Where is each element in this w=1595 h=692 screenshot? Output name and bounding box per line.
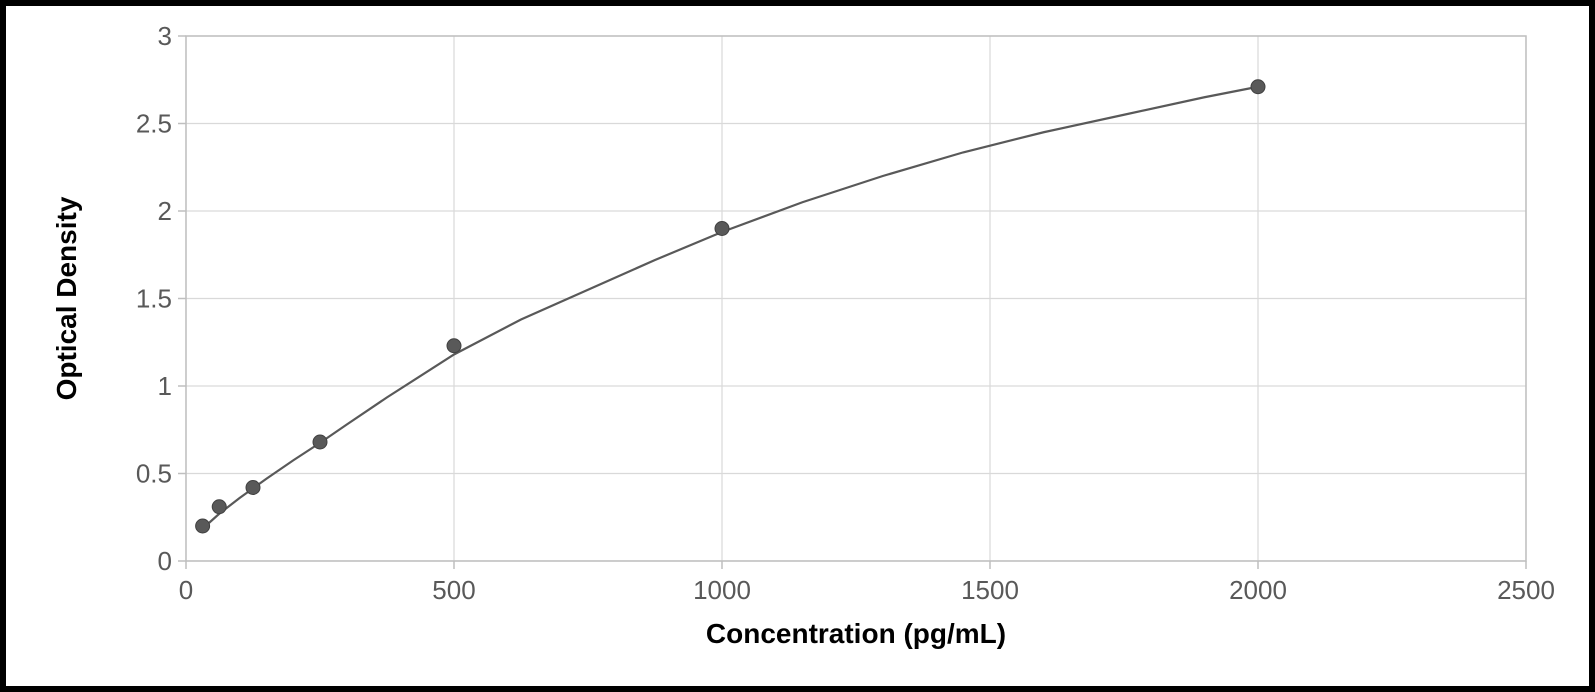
data-point xyxy=(196,519,210,533)
data-point xyxy=(246,481,260,495)
ytick-label: 2.5 xyxy=(136,109,172,139)
data-point xyxy=(715,222,729,236)
xtick-label: 2000 xyxy=(1229,575,1287,605)
xtick-label: 0 xyxy=(179,575,193,605)
ytick-label: 1.5 xyxy=(136,284,172,314)
data-point xyxy=(212,500,226,514)
y-axis-label: Optical Density xyxy=(51,196,82,400)
x-axis-label: Concentration (pg/mL) xyxy=(706,618,1006,649)
xtick-label: 1000 xyxy=(693,575,751,605)
data-point xyxy=(313,435,327,449)
ytick-label: 0.5 xyxy=(136,459,172,489)
xtick-label: 500 xyxy=(432,575,475,605)
ytick-label: 3 xyxy=(158,21,172,51)
data-point xyxy=(1251,80,1265,94)
xtick-label: 2500 xyxy=(1497,575,1555,605)
ytick-label: 2 xyxy=(158,196,172,226)
data-point xyxy=(447,339,461,353)
ytick-label: 1 xyxy=(158,371,172,401)
chart-frame: 0 500 1000 1500 2000 2500 0 0.5 1 1.5 2 2.5 3 Concent… xyxy=(0,0,1595,692)
chart-svg: 0 500 1000 1500 2000 2500 0 0.5 1 1.5 2 2.5 3 Concent… xyxy=(16,16,1566,676)
xtick-label: 1500 xyxy=(961,575,1019,605)
ytick-label: 0 xyxy=(158,546,172,576)
